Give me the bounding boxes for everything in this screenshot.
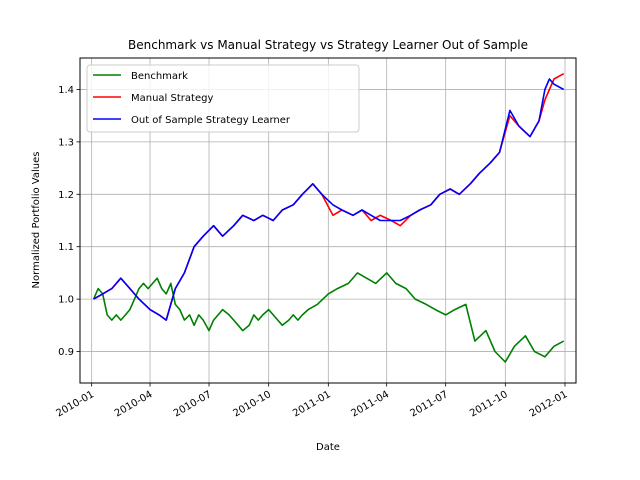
- legend: Benchmark Manual Strategy Out of Sample …: [86, 64, 360, 133]
- y-tick-label: 1.2: [58, 190, 74, 201]
- series-group: [92, 72, 565, 363]
- y-tick-label: 1.1: [58, 242, 74, 253]
- legend-label-strategy-learner: Out of Sample Strategy Learner: [131, 115, 291, 126]
- chart-title: Benchmark vs Manual Strategy vs Strategy…: [128, 38, 528, 52]
- legend-box: [86, 64, 360, 133]
- y-tick-label: 0.9: [58, 347, 74, 358]
- x-axis-label: Date: [316, 442, 340, 453]
- series-line-out-of-sample-strategy-learner: [93, 78, 565, 321]
- y-tick-label: 1.3: [58, 137, 74, 148]
- y-tick-label: 1.0: [58, 295, 74, 306]
- y-tick-label: 1.4: [58, 85, 74, 96]
- y-axis-label: Normalized Portfolio Values: [31, 152, 42, 289]
- series-line-benchmark: [92, 272, 565, 363]
- y-axis: 0.9 1.0 1.1 1.2 1.3 1.4: [58, 85, 80, 358]
- legend-label-benchmark: Benchmark: [131, 71, 188, 82]
- legend-label-manual-strategy: Manual Strategy: [131, 93, 213, 104]
